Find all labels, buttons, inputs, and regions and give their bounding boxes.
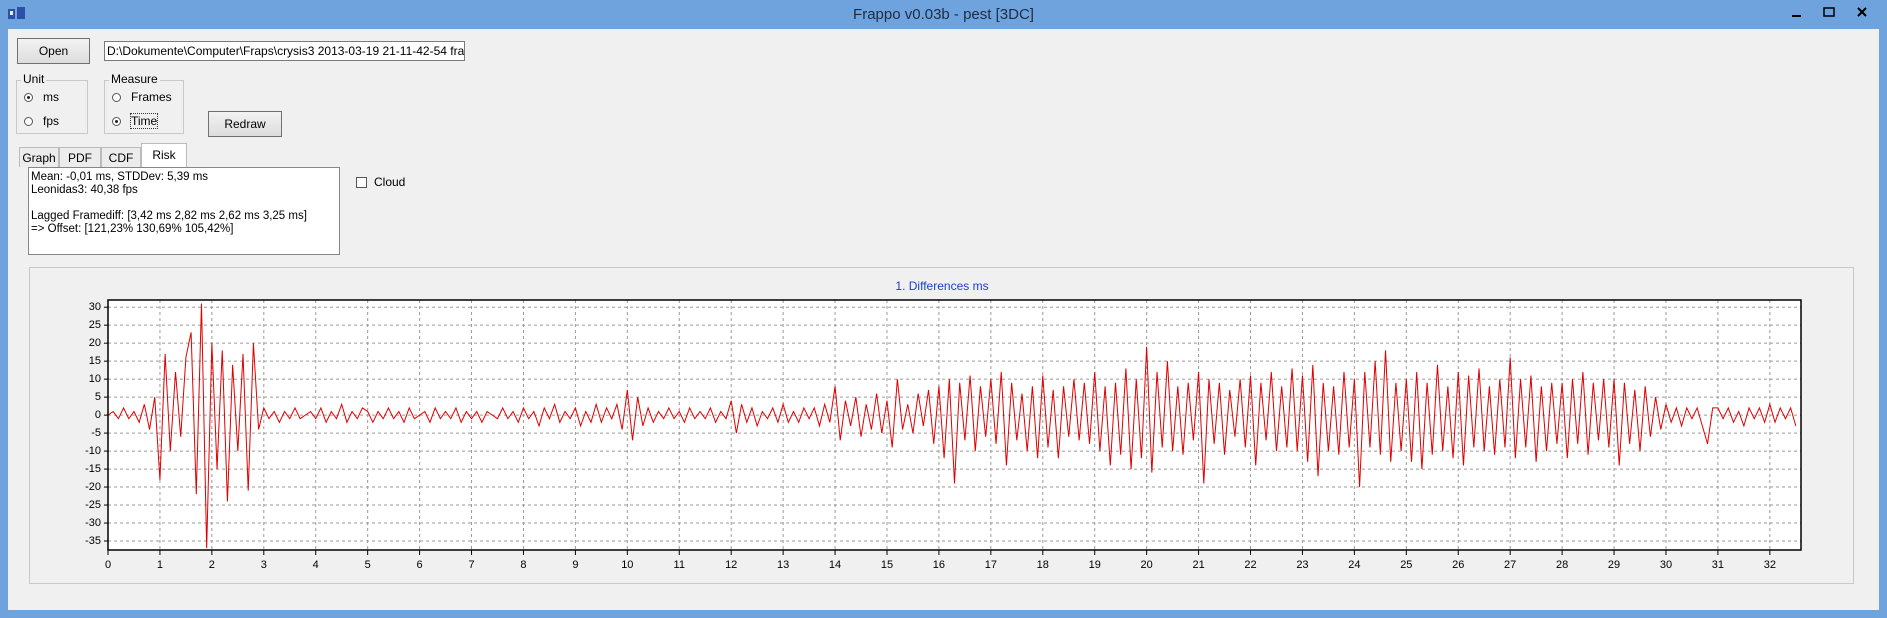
x-tick-label: 21 [1192, 559, 1204, 571]
x-tick-label: 31 [1712, 559, 1724, 571]
title-bar: Frappo v0.03b - pest [3DC] [0, 0, 1887, 29]
tab[interactable]: PDF [59, 147, 101, 167]
y-tick-label: 20 [89, 337, 101, 349]
x-tick-label: 6 [417, 559, 423, 571]
y-tick-label: 25 [89, 319, 101, 331]
radio-label: fps [43, 114, 60, 128]
x-tick-label: 0 [105, 559, 111, 571]
tab[interactable]: Graph [19, 147, 59, 167]
x-tick-label: 29 [1608, 559, 1620, 571]
radio-label: ms [43, 90, 59, 104]
radio-button[interactable] [112, 117, 121, 126]
group-label: Unit [21, 72, 47, 86]
group-label: Measure [109, 72, 160, 86]
x-tick-label: 30 [1660, 559, 1672, 571]
y-tick-label: 10 [89, 373, 101, 385]
stats-line: Leonidas3: 40,38 fps [31, 184, 138, 196]
x-tick-label: 22 [1244, 559, 1256, 571]
x-tick-label: 17 [985, 559, 997, 571]
radio-label: Frames [131, 90, 172, 104]
chart: 1. Differences ms 302520151050-5-10-15-2… [85, 279, 1802, 571]
checkbox-label: Cloud [374, 175, 406, 189]
y-tick-label: -20 [85, 481, 101, 493]
x-tick-label: 8 [520, 559, 526, 571]
x-tick-label: 3 [261, 559, 267, 571]
x-tick-label: 20 [1141, 559, 1153, 571]
radio-label: Time [129, 113, 159, 129]
data-line [107, 303, 1797, 549]
x-tick-label: 14 [829, 559, 841, 571]
cloud-checkbox[interactable] [356, 177, 367, 188]
stats-box: Mean: -0,01 ms, STDDev: 5,39 ms Leonidas3… [28, 167, 340, 255]
open-button[interactable]: Open [17, 38, 90, 64]
x-tick-label: 16 [933, 559, 945, 571]
stats-line: Lagged Framediff: [3,42 ms 2,82 ms 2,62 … [31, 210, 307, 222]
x-tick-label: 9 [572, 559, 578, 571]
y-tick-label: 5 [95, 391, 101, 403]
x-tick-label: 10 [621, 559, 633, 571]
stats-line: Mean: -0,01 ms, STDDev: 5,39 ms [31, 171, 209, 183]
y-tick-label: -25 [85, 499, 101, 511]
stats-paragraph: Lagged Framediff: [3,42 ms 2,82 ms 2,62 … [31, 210, 337, 236]
maximize-button[interactable] [1823, 7, 1835, 17]
x-tick-label: 26 [1452, 559, 1464, 571]
unit-group [16, 80, 88, 134]
window-title: Frappo v0.03b - pest [3DC] [853, 6, 1034, 23]
plot-border [107, 299, 1802, 551]
x-tick-label: 12 [725, 559, 737, 571]
x-tick-label: 19 [1089, 559, 1101, 571]
x-tick-label: 11 [674, 559, 685, 571]
x-tick-label: 32 [1764, 559, 1776, 571]
x-tick-label: 28 [1556, 559, 1568, 571]
x-tick-label: 15 [881, 559, 893, 571]
radio-button[interactable] [24, 117, 33, 126]
x-tick-label: 4 [313, 559, 319, 571]
file-path-field[interactable]: D:\Dokumente\Computer\Fraps\crysis3 2013… [104, 41, 465, 61]
window-controls [1792, 7, 1867, 17]
stats-line: => Offset: [121,23% 130,69% 105,42%] [31, 223, 234, 235]
redraw-button[interactable]: Redraw [208, 111, 282, 137]
y-tick-label: 15 [89, 355, 101, 367]
x-tick-label: 24 [1348, 559, 1360, 571]
radio-button[interactable] [24, 93, 33, 102]
plot-area [108, 300, 1801, 550]
y-tick-label: -35 [85, 535, 101, 547]
y-tick-label: -10 [85, 445, 101, 457]
close-button[interactable] [1857, 7, 1867, 17]
x-tick-label: 1 [157, 559, 163, 571]
app-icon [8, 7, 25, 19]
radio-button[interactable] [112, 93, 121, 102]
x-tick-label: 5 [365, 559, 371, 571]
stats-paragraph: Mean: -0,01 ms, STDDev: 5,39 ms Leonidas3… [31, 171, 337, 197]
y-tick-label: -15 [85, 463, 101, 475]
y-tick-label: 0 [95, 409, 101, 421]
x-tick-label: 7 [468, 559, 474, 571]
tab[interactable]: CDF [101, 147, 141, 167]
tab[interactable]: Risk [141, 143, 187, 167]
x-tick-label: 18 [1037, 559, 1049, 571]
minimize-button[interactable] [1792, 15, 1801, 17]
x-tick-label: 23 [1296, 559, 1308, 571]
chart-title: 1. Differences ms [895, 279, 988, 293]
x-tick-label: 13 [777, 559, 789, 571]
x-tick-label: 27 [1504, 559, 1516, 571]
y-tick-label: -30 [85, 517, 101, 529]
x-tick-label: 25 [1400, 559, 1412, 571]
y-tick-label: -5 [91, 427, 101, 439]
x-tick-label: 2 [209, 559, 215, 571]
y-tick-label: 30 [89, 301, 101, 313]
